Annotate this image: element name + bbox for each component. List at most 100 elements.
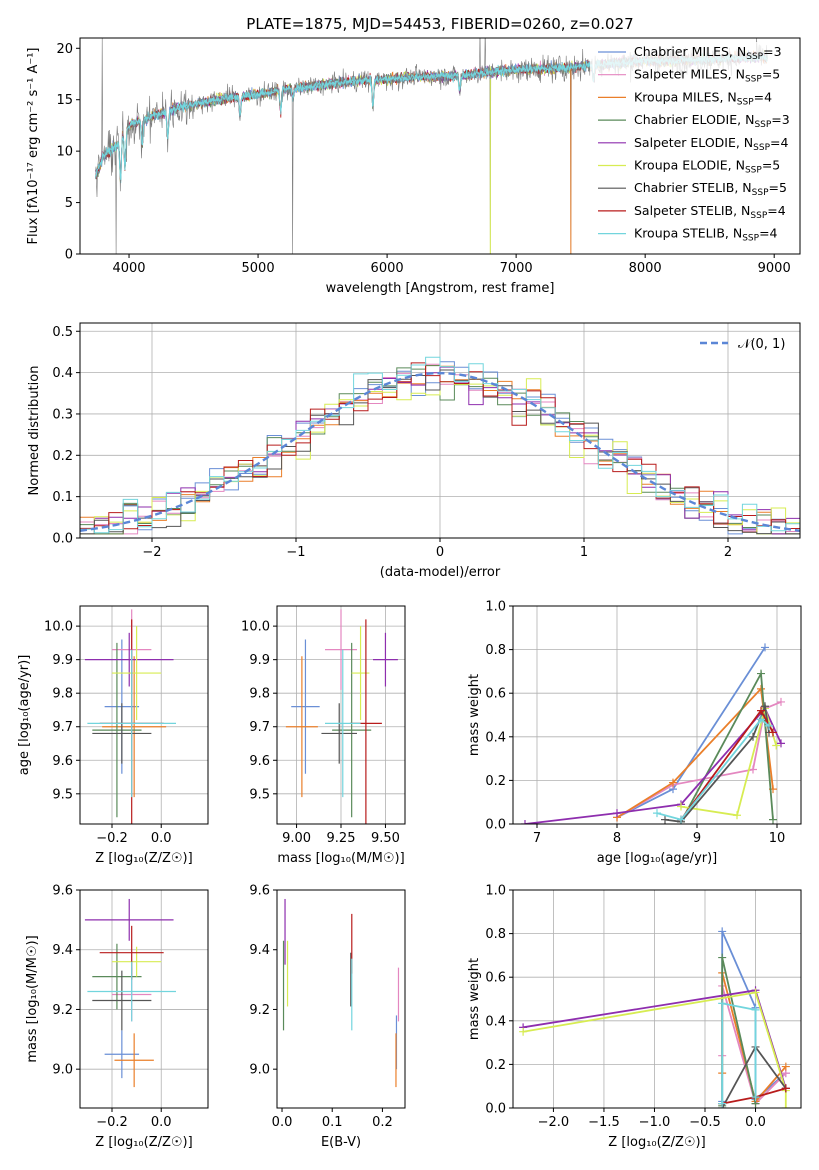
y-tick-label: 9.0 bbox=[249, 1063, 270, 1078]
y-tick-label: 0.0 bbox=[485, 818, 506, 833]
mass-weight-series-line bbox=[721, 957, 757, 1106]
mass-weight-marker bbox=[757, 715, 765, 724]
mass-weight-marker bbox=[677, 802, 685, 811]
x-axis-label: mass [log₁₀(M/M☉)] bbox=[277, 851, 404, 866]
y-tick-label: 1.0 bbox=[485, 600, 506, 615]
x-tick-label: −1.0 bbox=[639, 1115, 671, 1130]
x-tick-label: 0.2 bbox=[372, 1115, 393, 1130]
mass-weight-series-line bbox=[524, 706, 782, 824]
x-tick-label: 9.50 bbox=[371, 831, 400, 846]
x-tick-label: 0.0 bbox=[151, 831, 172, 846]
plot-area bbox=[519, 927, 790, 1108]
mass-weight-marker bbox=[677, 815, 685, 824]
y-tick-label: 0.2 bbox=[485, 1058, 506, 1073]
legend-entry-label: Chabrier MILES, NSSP=3 bbox=[634, 44, 782, 62]
y-tick-label: 0.8 bbox=[485, 643, 506, 658]
x-axis-label: Z [log₁₀(Z/Z☉)] bbox=[95, 851, 192, 866]
x-tick-label: 0 bbox=[436, 545, 444, 560]
y-axis-label: Normed distribution bbox=[27, 366, 42, 496]
panel-mass-vs-Z: −0.2 0.0 9.0 9.2 9.4 9.6 Z [log₁₀(Z/Z☉)] mass [… bbox=[25, 884, 209, 1150]
x-tick-label: −2 bbox=[142, 545, 161, 560]
plot-area bbox=[521, 643, 785, 824]
panel-spectrum: 4000 5000 6000 7000 8000 9000 0 5 10 15 20 waveleng… bbox=[26, 37, 801, 296]
mass-weight-marker bbox=[781, 1062, 790, 1071]
y-tick-label: 1.0 bbox=[485, 884, 506, 899]
y-tick-label: 9.7 bbox=[52, 720, 73, 735]
gaussian-curve bbox=[80, 371, 800, 532]
panel-age-vs-Z: −0.2 0.0 9.5 9.6 9.7 9.8 9.9 10.0 Z [log₁₀(Z/Z☉)… bbox=[17, 605, 209, 866]
legend-entry-label: Kroupa MILES, NSSP=4 bbox=[634, 89, 772, 107]
x-axis-label: (data-model)/error bbox=[380, 565, 501, 580]
mass-weight-marker bbox=[757, 684, 765, 693]
plot-area bbox=[80, 356, 800, 535]
mass-weight-marker bbox=[749, 732, 757, 741]
y-axis-label: age [log₁₀(age/yr)] bbox=[17, 655, 32, 776]
y-tick-label: 15 bbox=[56, 93, 73, 108]
panel-mass-weight-vs-age: 7 8 9 10 0.0 0.2 0.4 0.6 0.8 1.0 age [log₁₀(age/yr… bbox=[467, 600, 802, 866]
x-tick-label: 2 bbox=[724, 545, 732, 560]
mass-weight-marker bbox=[718, 1099, 727, 1108]
x-tick-label: −1.5 bbox=[588, 1115, 620, 1130]
axes-frame bbox=[79, 605, 209, 825]
y-tick-label: 0 bbox=[65, 248, 73, 263]
y-tick-label: 0.0 bbox=[485, 1102, 506, 1117]
y-axis-label: mass weight bbox=[467, 674, 482, 756]
axes-frame bbox=[79, 889, 209, 1109]
x-tick-label: −0.5 bbox=[689, 1115, 721, 1130]
mass-weight-marker bbox=[653, 809, 661, 818]
mass-weight-series-line bbox=[721, 1002, 757, 1104]
mass-weight-marker bbox=[733, 811, 741, 820]
x-tick-label: −1 bbox=[286, 545, 305, 560]
y-tick-label: 9.8 bbox=[249, 687, 270, 702]
mass-weight-marker bbox=[751, 1093, 760, 1102]
mass-weight-marker bbox=[765, 721, 773, 730]
x-axis-label: Z [log₁₀(Z/Z☉)] bbox=[608, 1135, 705, 1150]
mass-weight-marker bbox=[521, 820, 529, 824]
plot-area bbox=[84, 898, 176, 1088]
x-tick-label: 1 bbox=[580, 545, 588, 560]
y-tick-label: 9.5 bbox=[52, 787, 73, 802]
mass-weight-marker bbox=[781, 1084, 790, 1093]
mass-weight-marker bbox=[751, 988, 760, 997]
y-axis-label: mass weight bbox=[467, 958, 482, 1040]
legend-entry-label: Chabrier ELODIE, NSSP=3 bbox=[634, 112, 790, 130]
mass-weight-marker bbox=[772, 741, 781, 750]
legend-entry-label: Salpeter STELIB, NSSP=4 bbox=[634, 203, 786, 221]
histogram-step-line bbox=[80, 356, 800, 534]
mass-weight-marker bbox=[777, 697, 785, 706]
legend-entry-label: Kroupa STELIB, NSSP=4 bbox=[634, 226, 778, 244]
x-tick-label: 0.1 bbox=[322, 1115, 343, 1130]
y-tick-label: 0.4 bbox=[485, 730, 506, 745]
mass-weight-marker bbox=[718, 927, 727, 936]
y-tick-label: 5 bbox=[65, 196, 73, 211]
figure-title: PLATE=1875, MJD=54453, FIBERID=0260, z=0… bbox=[246, 15, 633, 33]
x-tick-label: 9.25 bbox=[327, 831, 356, 846]
mass-weight-marker bbox=[751, 1005, 760, 1014]
plot-area bbox=[285, 609, 398, 824]
y-tick-label: 9.6 bbox=[249, 884, 270, 899]
mass-weight-marker bbox=[669, 778, 677, 787]
y-tick-label: 9.5 bbox=[249, 787, 270, 802]
y-tick-label: 0.5 bbox=[52, 325, 73, 340]
mass-weight-marker bbox=[519, 1027, 528, 1036]
y-tick-label: 9.0 bbox=[52, 1063, 73, 1078]
y-tick-label: 0.6 bbox=[485, 687, 506, 702]
y-tick-label: 0.2 bbox=[485, 774, 506, 789]
x-tick-label: 7000 bbox=[500, 261, 533, 276]
axes-frame bbox=[512, 605, 802, 825]
y-tick-label: 9.7 bbox=[249, 720, 270, 735]
panel-age-vs-mass: 9.00 9.25 9.50 9.5 9.6 9.7 9.8 9.9 10.0 mass [log… bbox=[241, 605, 406, 866]
y-tick-label: 9.9 bbox=[249, 653, 270, 668]
y-tick-label: 9.4 bbox=[52, 943, 73, 958]
x-tick-label: 6000 bbox=[371, 261, 404, 276]
y-tick-label: 0.3 bbox=[52, 407, 73, 422]
mass-weight-marker bbox=[769, 728, 777, 737]
panel-mass-weight-vs-Z: −2.0 −1.5 −1.0 −0.5 0.0 0.0 0.2 0.4 0.6 0.8 1.0 Z [… bbox=[467, 884, 802, 1150]
x-axis-label: Z [log₁₀(Z/Z☉)] bbox=[95, 1135, 192, 1150]
y-tick-label: 9.8 bbox=[52, 687, 73, 702]
y-tick-label: 10.0 bbox=[241, 620, 270, 635]
y-tick-label: 9.4 bbox=[249, 943, 270, 958]
mass-weight-marker bbox=[781, 1104, 790, 1108]
x-tick-label: 7 bbox=[533, 831, 541, 846]
x-tick-label: −0.2 bbox=[96, 831, 128, 846]
